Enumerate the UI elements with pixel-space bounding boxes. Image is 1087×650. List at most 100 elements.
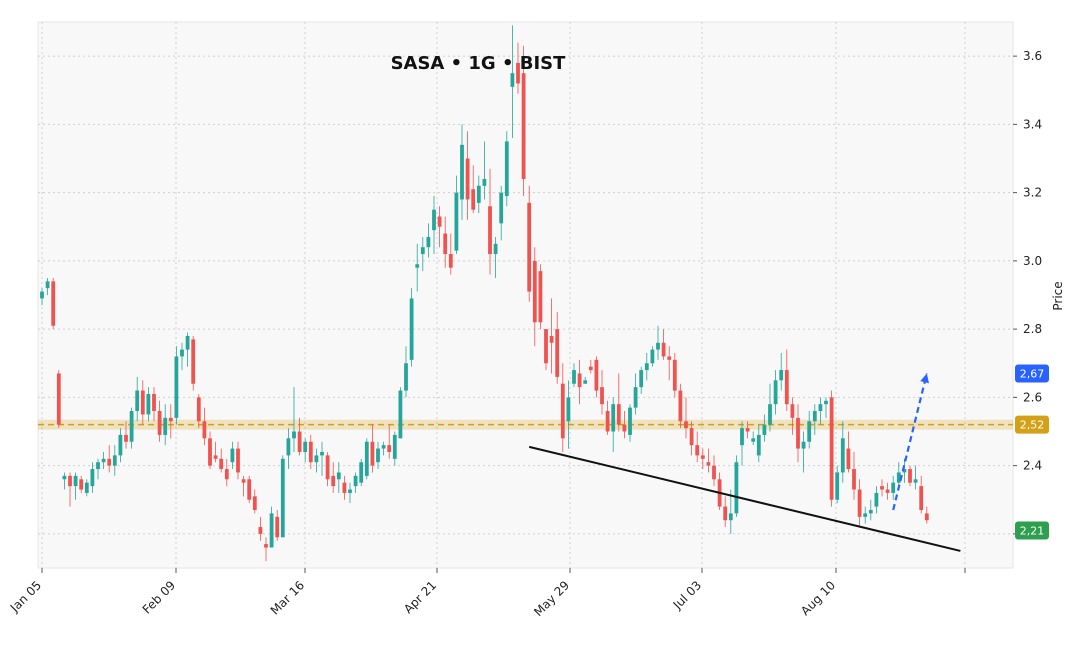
candle-body xyxy=(801,441,806,449)
candle-body xyxy=(857,489,862,517)
candle-body xyxy=(499,192,504,224)
candle-body xyxy=(224,469,229,480)
candle xyxy=(236,441,240,480)
candle xyxy=(745,421,750,439)
candle-body xyxy=(202,421,207,439)
candle-body xyxy=(264,544,268,548)
candle-body xyxy=(286,438,291,456)
candle xyxy=(885,482,890,500)
candle-body xyxy=(835,472,840,500)
y-tick-label: 2.8 xyxy=(1023,322,1042,336)
candle xyxy=(510,25,515,139)
candle-body xyxy=(359,462,364,483)
candle xyxy=(118,428,123,463)
candle-body xyxy=(84,482,89,493)
candle xyxy=(868,499,873,521)
level-price-badge-bg xyxy=(1015,415,1049,434)
candle-body xyxy=(684,421,688,429)
candle xyxy=(801,431,806,473)
candle-body xyxy=(325,455,330,480)
candle-body xyxy=(846,448,851,470)
candle-body xyxy=(840,438,845,473)
candle xyxy=(751,431,756,446)
candle xyxy=(331,462,336,493)
candle xyxy=(308,434,313,470)
candle xyxy=(700,448,705,470)
candle-body xyxy=(252,496,257,510)
candle-body xyxy=(51,281,56,326)
candle xyxy=(73,472,78,500)
candle xyxy=(247,475,252,504)
candle xyxy=(532,247,537,347)
candle-body xyxy=(163,417,168,435)
candle xyxy=(219,448,224,473)
candle-body xyxy=(236,448,240,473)
candle-body xyxy=(896,472,901,483)
candle xyxy=(650,346,655,367)
candle-body xyxy=(656,342,660,350)
candle-body xyxy=(230,448,235,463)
candle-body xyxy=(504,141,509,197)
candle xyxy=(611,397,616,452)
candle-body xyxy=(409,298,414,360)
candle xyxy=(516,42,520,94)
candle xyxy=(493,236,498,278)
candle xyxy=(544,329,548,371)
candle xyxy=(852,451,856,500)
candle-body xyxy=(488,206,492,255)
candle-body xyxy=(616,404,621,425)
candle-body xyxy=(667,356,672,360)
candle xyxy=(572,363,576,388)
candle xyxy=(348,482,352,504)
candle-body xyxy=(437,216,442,227)
candle xyxy=(303,438,308,463)
candle xyxy=(829,390,834,507)
candle-body xyxy=(516,62,520,84)
candle-body xyxy=(280,458,285,538)
candle xyxy=(779,353,784,391)
candle-body xyxy=(381,445,386,449)
candle-body xyxy=(96,462,100,470)
support-trendline xyxy=(528,445,961,552)
candle-body xyxy=(482,178,487,186)
candle xyxy=(812,404,817,435)
candle-body xyxy=(398,390,403,439)
candle xyxy=(96,458,100,480)
target-price-badge: 2,67 xyxy=(1015,364,1049,383)
candle xyxy=(286,428,291,470)
candle-body xyxy=(544,329,548,364)
candle-body xyxy=(678,390,683,422)
candle-body xyxy=(471,189,476,210)
candle-body xyxy=(129,411,134,442)
candle-body xyxy=(577,373,582,388)
candle-body xyxy=(448,254,453,268)
candle xyxy=(191,335,196,391)
candle xyxy=(280,455,285,538)
candle xyxy=(460,124,464,220)
candle-body xyxy=(650,349,655,364)
x-tick-label: Jan 05 xyxy=(7,578,44,615)
candle xyxy=(135,376,140,422)
candle xyxy=(157,400,162,442)
candle xyxy=(656,325,660,360)
candle-body xyxy=(90,469,95,487)
candle xyxy=(499,185,504,241)
candle-body xyxy=(392,434,397,459)
candle xyxy=(488,168,492,275)
candle xyxy=(840,421,845,483)
candle xyxy=(213,441,218,463)
candle-body xyxy=(40,291,44,299)
x-tick-label: Jul 03 xyxy=(670,578,704,612)
candle xyxy=(824,397,828,418)
candle-body xyxy=(807,421,812,442)
candle xyxy=(124,421,128,449)
candle-body xyxy=(258,527,263,534)
candle xyxy=(538,264,543,330)
candle xyxy=(863,506,868,524)
candle-body xyxy=(611,404,616,432)
candle-body xyxy=(796,417,800,449)
candle xyxy=(835,465,840,504)
candle-body xyxy=(146,393,151,415)
candle xyxy=(768,383,772,432)
candle-body xyxy=(387,445,392,452)
